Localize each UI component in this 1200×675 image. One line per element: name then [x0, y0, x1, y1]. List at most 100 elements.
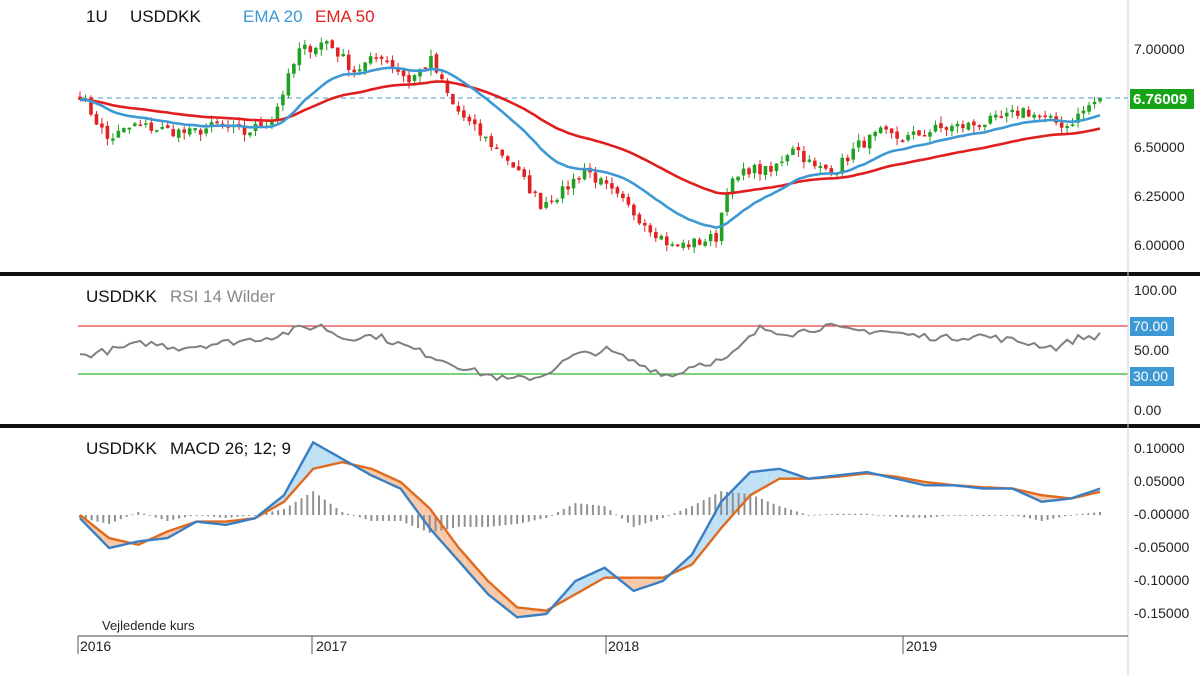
candle-body [692, 238, 696, 248]
candle-body [390, 59, 395, 68]
macd-histogram-bar [434, 515, 437, 532]
candle-body [845, 157, 850, 162]
macd-histogram-bar [988, 515, 991, 516]
macd-histogram-bar [1029, 515, 1032, 519]
candle-body [648, 225, 653, 233]
candle-body [478, 123, 483, 136]
macd-histogram-bar [294, 501, 297, 515]
macd-histogram-bar [475, 515, 478, 527]
macd-histogram-bar [457, 515, 460, 527]
macd-fill [517, 607, 523, 618]
macd-histogram-bar [790, 509, 793, 515]
candle-body [736, 176, 740, 181]
candle-body [198, 129, 203, 135]
macd-histogram-bar [143, 513, 146, 515]
candle-body [911, 131, 916, 135]
macd-histogram-bar [586, 504, 589, 515]
last-price-badge [1130, 89, 1194, 109]
candle-body [922, 135, 927, 137]
macd-histogram-bar [1046, 515, 1049, 520]
macd-histogram-bar [201, 515, 204, 516]
candle-body [303, 44, 307, 49]
macd-histogram-bar [1093, 512, 1096, 515]
candle-body [401, 70, 406, 77]
candle-body [368, 56, 373, 64]
macd-histogram-bar [265, 512, 268, 515]
candle-body [160, 126, 165, 129]
candle-body [637, 214, 642, 224]
macd-histogram-bar [918, 515, 921, 518]
macd-tick-005: 0.05000 [1134, 473, 1185, 489]
ema50-legend: EMA 50 [315, 7, 375, 26]
macd-histogram-bar [1075, 514, 1078, 516]
candle-body [363, 62, 367, 71]
rsi-30-badge [1130, 367, 1174, 386]
macd-panel[interactable] [79, 440, 1101, 619]
candle-body [697, 239, 702, 245]
macd-histogram-bar [941, 515, 944, 517]
macd-histogram-bar [218, 515, 221, 518]
rsi-panel[interactable] [78, 322, 1128, 382]
candle-body [270, 121, 274, 125]
candle-body [747, 168, 751, 175]
candle-body [1004, 112, 1009, 117]
x-label-2019: 2019 [906, 638, 937, 654]
macd-histogram-bar [667, 515, 670, 516]
macd-histogram-bar [1023, 515, 1026, 518]
macd-histogram-bar [621, 515, 624, 519]
macd-fill [721, 495, 727, 529]
macd-histogram-bar [778, 506, 781, 515]
macd-histogram-bar [504, 515, 507, 526]
candle-body [632, 204, 636, 216]
candle-body [939, 123, 943, 129]
macd-histogram-bar [609, 510, 612, 515]
candle-body [451, 94, 455, 105]
macd-fill [528, 608, 535, 616]
candle-body [1059, 122, 1064, 128]
macd-histogram-bar [230, 515, 233, 518]
rsi-70-label: 70.00 [1133, 318, 1168, 334]
candle-body [654, 232, 658, 239]
macd-histogram-bar [446, 515, 449, 530]
macd-histogram-bar [411, 515, 414, 526]
rsi-symbol: USDDKK [86, 287, 158, 306]
candle-body [999, 116, 1004, 119]
price-tick-625: 6.25000 [1134, 188, 1185, 204]
candle-body [1021, 108, 1026, 118]
macd-histogram-bar [452, 515, 455, 529]
x-label-2017: 2017 [316, 638, 347, 654]
price-panel[interactable] [78, 37, 1128, 254]
macd-fill [756, 470, 762, 492]
macd-histogram-bar [481, 515, 484, 527]
macd-histogram-bar [959, 515, 962, 516]
macd-histogram-bar [912, 515, 915, 518]
macd-histogram-bar [924, 515, 927, 518]
candle-body [346, 54, 351, 70]
macd-fill [324, 449, 331, 467]
candle-body [599, 178, 603, 185]
macd-histogram-bar [183, 515, 186, 518]
macd-histogram-bar [119, 515, 122, 520]
macd-histogram-bar [113, 515, 116, 522]
candle-body [785, 155, 790, 162]
candle-body [215, 121, 219, 124]
macd-fill [738, 478, 745, 509]
macd-histogram-bar [516, 515, 519, 524]
candle-body [286, 73, 291, 96]
macd-histogram-bar [953, 515, 956, 516]
macd-histogram-bar [685, 508, 688, 515]
macd-histogram-bar [580, 503, 583, 515]
macd-histogram-bar [1017, 515, 1020, 517]
candle-body [352, 69, 356, 73]
macd-histogram-bar [999, 515, 1002, 516]
macd-histogram-bar [125, 515, 128, 517]
rsi-series [78, 322, 1128, 382]
candle-body [549, 200, 554, 203]
macd-histogram-bar [947, 515, 950, 516]
candle-body [429, 56, 433, 70]
candle-body [538, 192, 543, 209]
candle-body [133, 123, 137, 126]
macd-histogram-bar [335, 507, 338, 515]
candle-body [686, 244, 691, 248]
candle-body [802, 150, 806, 163]
